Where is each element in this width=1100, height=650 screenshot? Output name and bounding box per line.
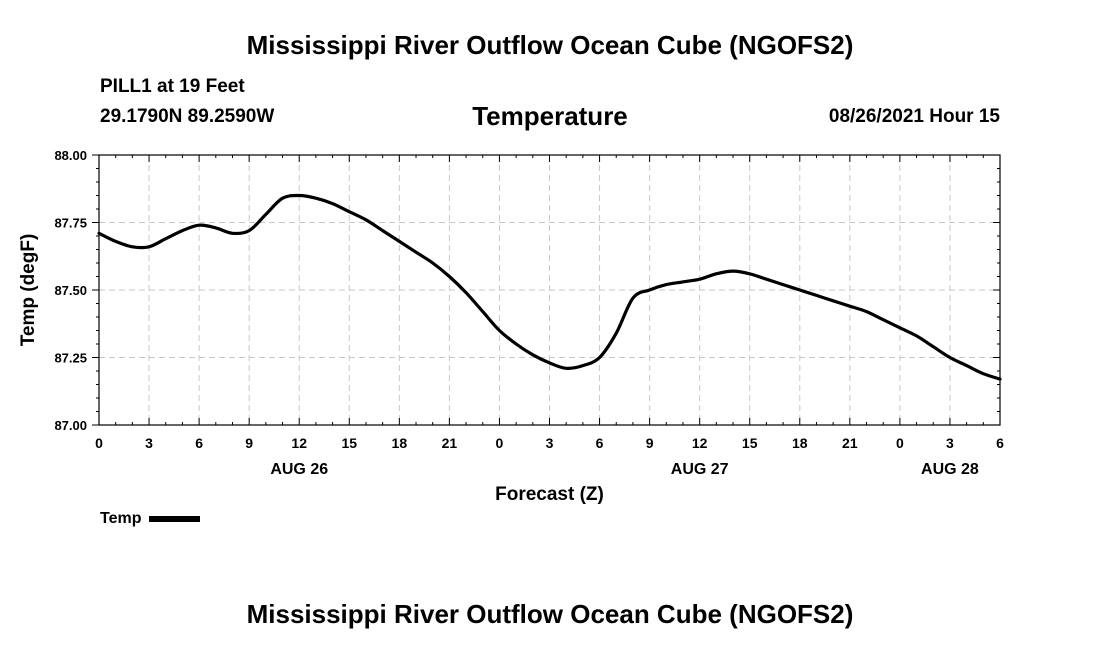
station-coordinates: 29.1790N 89.2590W [100, 106, 275, 127]
x-tick-label: 12 [692, 435, 708, 451]
plot-frame [98, 154, 1001, 426]
x-tick-label: 6 [596, 435, 604, 451]
x-tick-label: 6 [195, 435, 203, 451]
x-tick-label: 18 [792, 435, 808, 451]
x-tick-label: 21 [842, 435, 858, 451]
chart-title: Temperature [472, 101, 628, 131]
x-tick-label: 3 [546, 435, 554, 451]
x-tick-label: 3 [946, 435, 954, 451]
date-label: AUG 28 [921, 461, 979, 478]
y-tick-label: 87.75 [54, 216, 87, 231]
y-tick-label: 88.00 [54, 148, 87, 163]
x-tick-label: 18 [392, 435, 408, 451]
legend: Temp [100, 509, 201, 529]
x-tick-label: 15 [341, 435, 357, 451]
x-tick-label: 0 [496, 435, 504, 451]
date-label: AUG 26 [270, 461, 328, 478]
forecast-run-time: 08/26/2021 Hour 15 [828, 106, 1000, 127]
y-tick-label: 87.50 [54, 283, 87, 298]
station-name: PILL1 at 19 Feet [100, 76, 245, 97]
legend-label: Temp [100, 510, 142, 527]
y-tick-label: 87.00 [54, 418, 87, 433]
x-axis-label: Forecast (Z) [495, 484, 604, 505]
x-tick-label: 9 [646, 435, 654, 451]
page-title: Mississippi River Outflow Ocean Cube (NG… [246, 30, 854, 60]
y-axis-label: Temp (degF) [18, 234, 39, 347]
axis-labels: 0 3 6 9 12 15 18 21 0 3 6 9 12 15 18 21 0 3 6 87.00 87.25 87.… [18, 148, 1004, 505]
x-tick-label: 9 [245, 435, 253, 451]
x-tick-label: 0 [95, 435, 103, 451]
series-line-temp [97, 193, 1002, 381]
legend-line-swatch [149, 516, 201, 522]
x-tick-label: 21 [442, 435, 458, 451]
y-tick-label: 87.25 [54, 351, 87, 366]
x-tick-label: 3 [145, 435, 153, 451]
grid-lines [99, 155, 1000, 425]
x-tick-label: 15 [742, 435, 758, 451]
x-tick-label: 0 [896, 435, 904, 451]
date-label: AUG 27 [671, 461, 729, 478]
footer-title: Mississippi River Outflow Ocean Cube (NG… [246, 599, 854, 629]
series-layer [97, 193, 1002, 381]
x-tick-label: 6 [996, 435, 1004, 451]
x-tick-label: 12 [291, 435, 307, 451]
